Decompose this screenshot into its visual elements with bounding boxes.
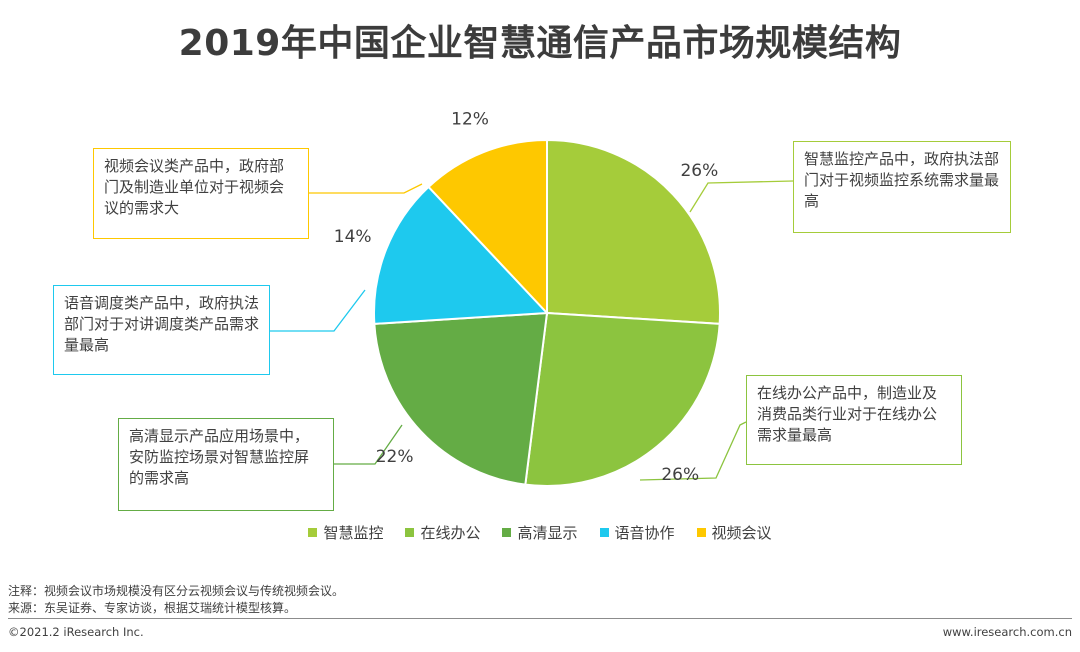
pct-label: 22% — [376, 447, 414, 467]
legend-item-voice-collaboration: 语音协作 — [599, 522, 675, 543]
legend-swatch — [502, 528, 512, 537]
leader-line-video-conference — [309, 183, 423, 194]
legend-item-online-office: 在线办公 — [405, 522, 480, 543]
footnote: 注释：视频会议市场规模没有区分云视频会议与传统视频会议。 — [8, 584, 345, 598]
slice-voice-collaboration — [373, 185, 550, 325]
slice-video-conference — [427, 138, 548, 316]
leader-line-online-office — [639, 421, 747, 481]
annotation-video-conference: 视频会议类产品中，政府部门及制造业单位对于视频会议的需求大 — [93, 148, 309, 239]
legend-label: 在线办公 — [420, 524, 481, 542]
annotation-voice-collaboration: 语音调度类产品中，政府执法部门对于对讲调度类产品需求量最高 — [53, 285, 270, 375]
annotation-online-office: 在线办公产品中，制造业及消费品类行业对于在线办公需求量最高 — [746, 375, 962, 465]
legend-swatch — [696, 528, 706, 537]
source-note: 来源：东吴证券、专家访谈，根据艾瑞统计模型核算。 — [8, 601, 297, 615]
leader-line-smart-monitoring — [689, 180, 794, 213]
legend-label: 智慧监控 — [323, 524, 384, 542]
pct-label: 26% — [680, 161, 718, 181]
copyright: ©2021.2 iResearch Inc. — [8, 625, 144, 639]
chart-legend: 智慧监控 在线办公 高清显示 语音协作 视频会议 — [0, 522, 1080, 543]
legend-label: 语音协作 — [614, 524, 675, 542]
footer-divider — [8, 618, 1072, 619]
annotation-hd-display: 高清显示产品应用场景中，安防监控场景对智慧监控屏的需求高 — [118, 418, 334, 511]
slice-smart-monitoring — [546, 138, 721, 325]
annotation-smart-monitoring: 智慧监控产品中，政府执法部门对于视频监控系统需求量最高 — [793, 141, 1011, 233]
legend-label: 高清显示 — [517, 524, 578, 542]
legend-item-smart-monitoring: 智慧监控 — [308, 522, 383, 543]
legend-item-video-conference: 视频会议 — [696, 522, 772, 543]
leader-line-voice-collaboration — [270, 289, 366, 332]
legend-item-hd-display: 高清显示 — [502, 522, 578, 543]
leader-line-hd-display — [334, 424, 403, 465]
footer-url: www.iresearch.com.cn — [942, 625, 1072, 639]
pct-label: 12% — [451, 110, 489, 130]
slice-online-office — [524, 311, 721, 487]
legend-swatch — [405, 528, 415, 537]
legend-swatch — [599, 528, 609, 537]
pct-label: 26% — [661, 465, 699, 485]
slice-hd-display — [373, 311, 549, 486]
pct-label: 14% — [334, 227, 372, 247]
chart-title: 2019年中国企业智慧通信产品市场规模结构 — [178, 23, 902, 64]
legend-label: 视频会议 — [711, 524, 772, 542]
legend-swatch — [308, 528, 318, 537]
